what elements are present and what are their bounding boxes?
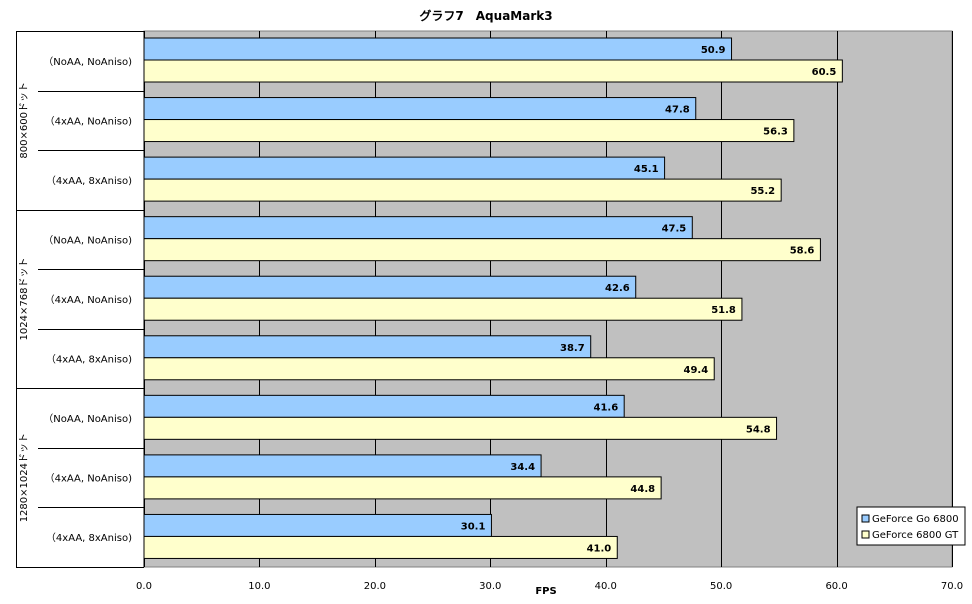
plot-area: 50.9 47.8 45.1 47.5 42.6 38.7 41.6 34.4 30.1 60.5…	[143, 30, 953, 568]
legend-label: GeForce Go 6800	[872, 514, 959, 525]
value-axis: 0.0 10.0 20.0 30.0 40.0 50.0 60.0 70.0	[136, 581, 963, 592]
data-label: 34.4	[510, 462, 535, 473]
category-label: （4xAA, NoAniso)	[45, 473, 132, 485]
category-label: （NoAA, NoAniso)	[43, 234, 132, 246]
legend-box	[856, 506, 966, 546]
data-label: 45.1	[634, 164, 659, 175]
bar	[143, 513, 492, 537]
chart-title: グラフ7 AquaMark3	[419, 8, 552, 23]
bar	[143, 476, 662, 500]
data-label: 51.8	[711, 305, 736, 316]
data-label: 44.8	[630, 484, 655, 495]
tick-label: 10.0	[248, 581, 270, 592]
data-label: 49.4	[684, 365, 709, 376]
bar	[143, 156, 666, 180]
group-label: 1280×1024ドット	[19, 433, 30, 522]
category-label: （4xAA, NoAniso)	[45, 115, 132, 127]
bar	[143, 216, 693, 240]
category-label: （4xAA, 8xAniso)	[46, 532, 132, 544]
legend-label: GeForce 6800 GT	[872, 530, 959, 541]
bar	[143, 238, 821, 262]
data-label: 60.5	[812, 67, 837, 78]
bar	[143, 535, 618, 559]
tick-label: 30.0	[479, 581, 501, 592]
data-label: 41.6	[593, 402, 618, 413]
bar	[143, 178, 782, 202]
bar	[143, 335, 592, 359]
data-label: 30.1	[461, 521, 486, 532]
bar	[143, 416, 778, 440]
category-label: （4xAA, 8xAniso)	[46, 175, 132, 187]
category-label: （4xAA, NoAniso)	[45, 294, 132, 306]
category-label: （NoAA, NoAniso)	[43, 413, 132, 425]
category-label: （NoAA, NoAniso)	[43, 56, 132, 68]
category-axis: （NoAA, NoAniso) （4xAA, NoAniso) （4xAA, 8xA…	[16, 31, 145, 568]
legend: GeForce Go 6800 GeForce 6800 GT	[856, 506, 966, 546]
tick-label: 50.0	[710, 581, 732, 592]
bar	[143, 97, 697, 121]
x-axis-title: FPS	[535, 586, 556, 597]
data-label: 56.3	[763, 127, 788, 138]
tick-label: 0.0	[136, 581, 152, 592]
tick-label: 20.0	[364, 581, 386, 592]
category-label: （4xAA, 8xAniso)	[46, 354, 132, 366]
bar	[143, 119, 795, 143]
tick-label: 40.0	[595, 581, 617, 592]
data-label: 47.8	[665, 105, 690, 116]
group-label: 800×600ドット	[19, 82, 30, 159]
bar	[143, 59, 843, 83]
data-label: 47.5	[662, 224, 687, 235]
tick-label: 70.0	[941, 581, 963, 592]
data-label: 58.6	[790, 246, 815, 257]
bar	[143, 454, 542, 478]
group-label: 1024×768ドット	[19, 258, 30, 341]
bar	[143, 297, 743, 321]
tick-label: 60.0	[825, 581, 847, 592]
legend-swatch	[861, 514, 870, 523]
data-label: 55.2	[750, 186, 775, 197]
legend-swatch	[861, 530, 870, 539]
bar	[143, 394, 625, 418]
data-label: 50.9	[701, 45, 726, 56]
bar	[143, 275, 637, 299]
data-label: 54.8	[746, 424, 771, 435]
bar	[143, 357, 715, 381]
bar	[143, 37, 733, 61]
data-label: 38.7	[560, 343, 585, 354]
data-label: 41.0	[587, 543, 612, 554]
data-label: 42.6	[605, 283, 630, 294]
